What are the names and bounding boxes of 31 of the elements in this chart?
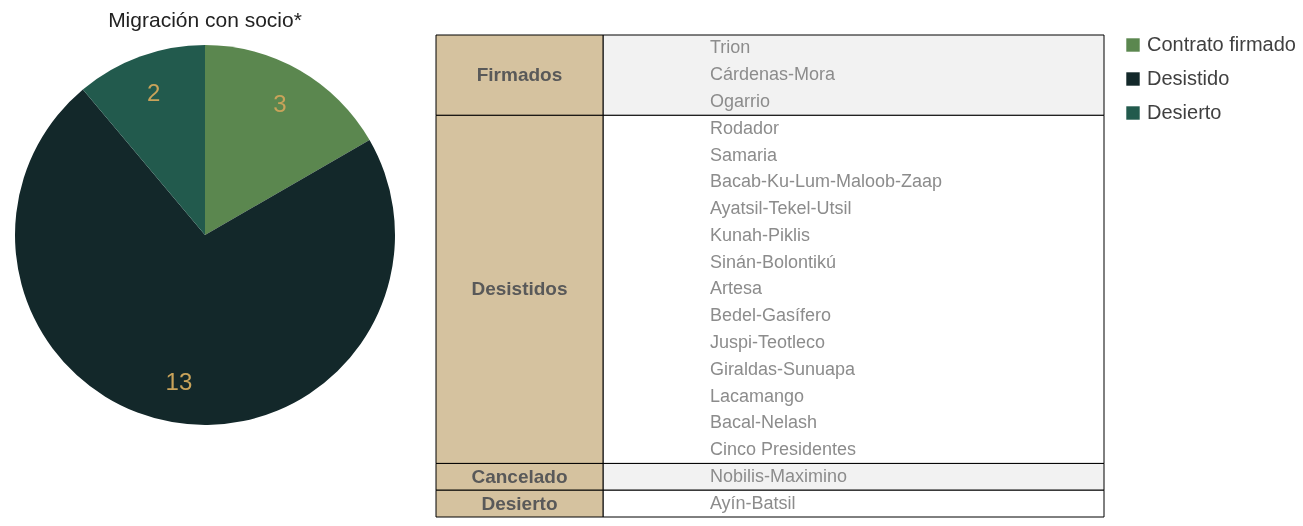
text: Sinán-Bolontikú — [709, 251, 836, 272]
data-label: 2 — [147, 79, 161, 107]
text: Ayín-Batsil — [709, 492, 796, 513]
text: Rodador — [709, 117, 779, 138]
text: Lacamango — [709, 385, 804, 406]
text: Kunah-Piklis — [709, 224, 810, 245]
pie-slice — [205, 45, 370, 235]
category-label: Firmados — [476, 64, 563, 86]
text: Bacal-Nelash — [709, 412, 817, 433]
text: Ayatsil-Tekel-Utsil — [709, 198, 852, 219]
text: Samaria — [709, 144, 777, 165]
text: Artesa — [709, 278, 762, 299]
text: Bacab-Ku-Lum-Maloob-Zaap — [709, 171, 943, 192]
legend-label: Desistido — [1147, 67, 1230, 89]
category-label: Desistidos — [471, 278, 568, 300]
text: Ogarrio — [709, 90, 770, 111]
text: Nobilis-Maximino — [709, 465, 847, 486]
category-label: Cancelado — [471, 465, 568, 487]
category-label: Desierto — [481, 492, 558, 514]
data-label: 13 — [165, 367, 193, 395]
legend-label: Desierto — [1147, 101, 1222, 123]
text: Trion — [709, 37, 751, 58]
text: Bedel-Gasífero — [709, 305, 831, 326]
chart-title: Migración con socio* — [108, 8, 302, 31]
text: Cárdenas-Mora — [709, 64, 835, 85]
legend-label: Contrato firmado — [1147, 33, 1296, 55]
data-label: 3 — [273, 90, 287, 118]
text: Giraldas-Sunuapa — [709, 358, 855, 379]
text: Cinco Presidentes — [709, 439, 856, 460]
text: Juspi-Teotleco — [709, 331, 825, 352]
pie-slice — [82, 45, 205, 235]
